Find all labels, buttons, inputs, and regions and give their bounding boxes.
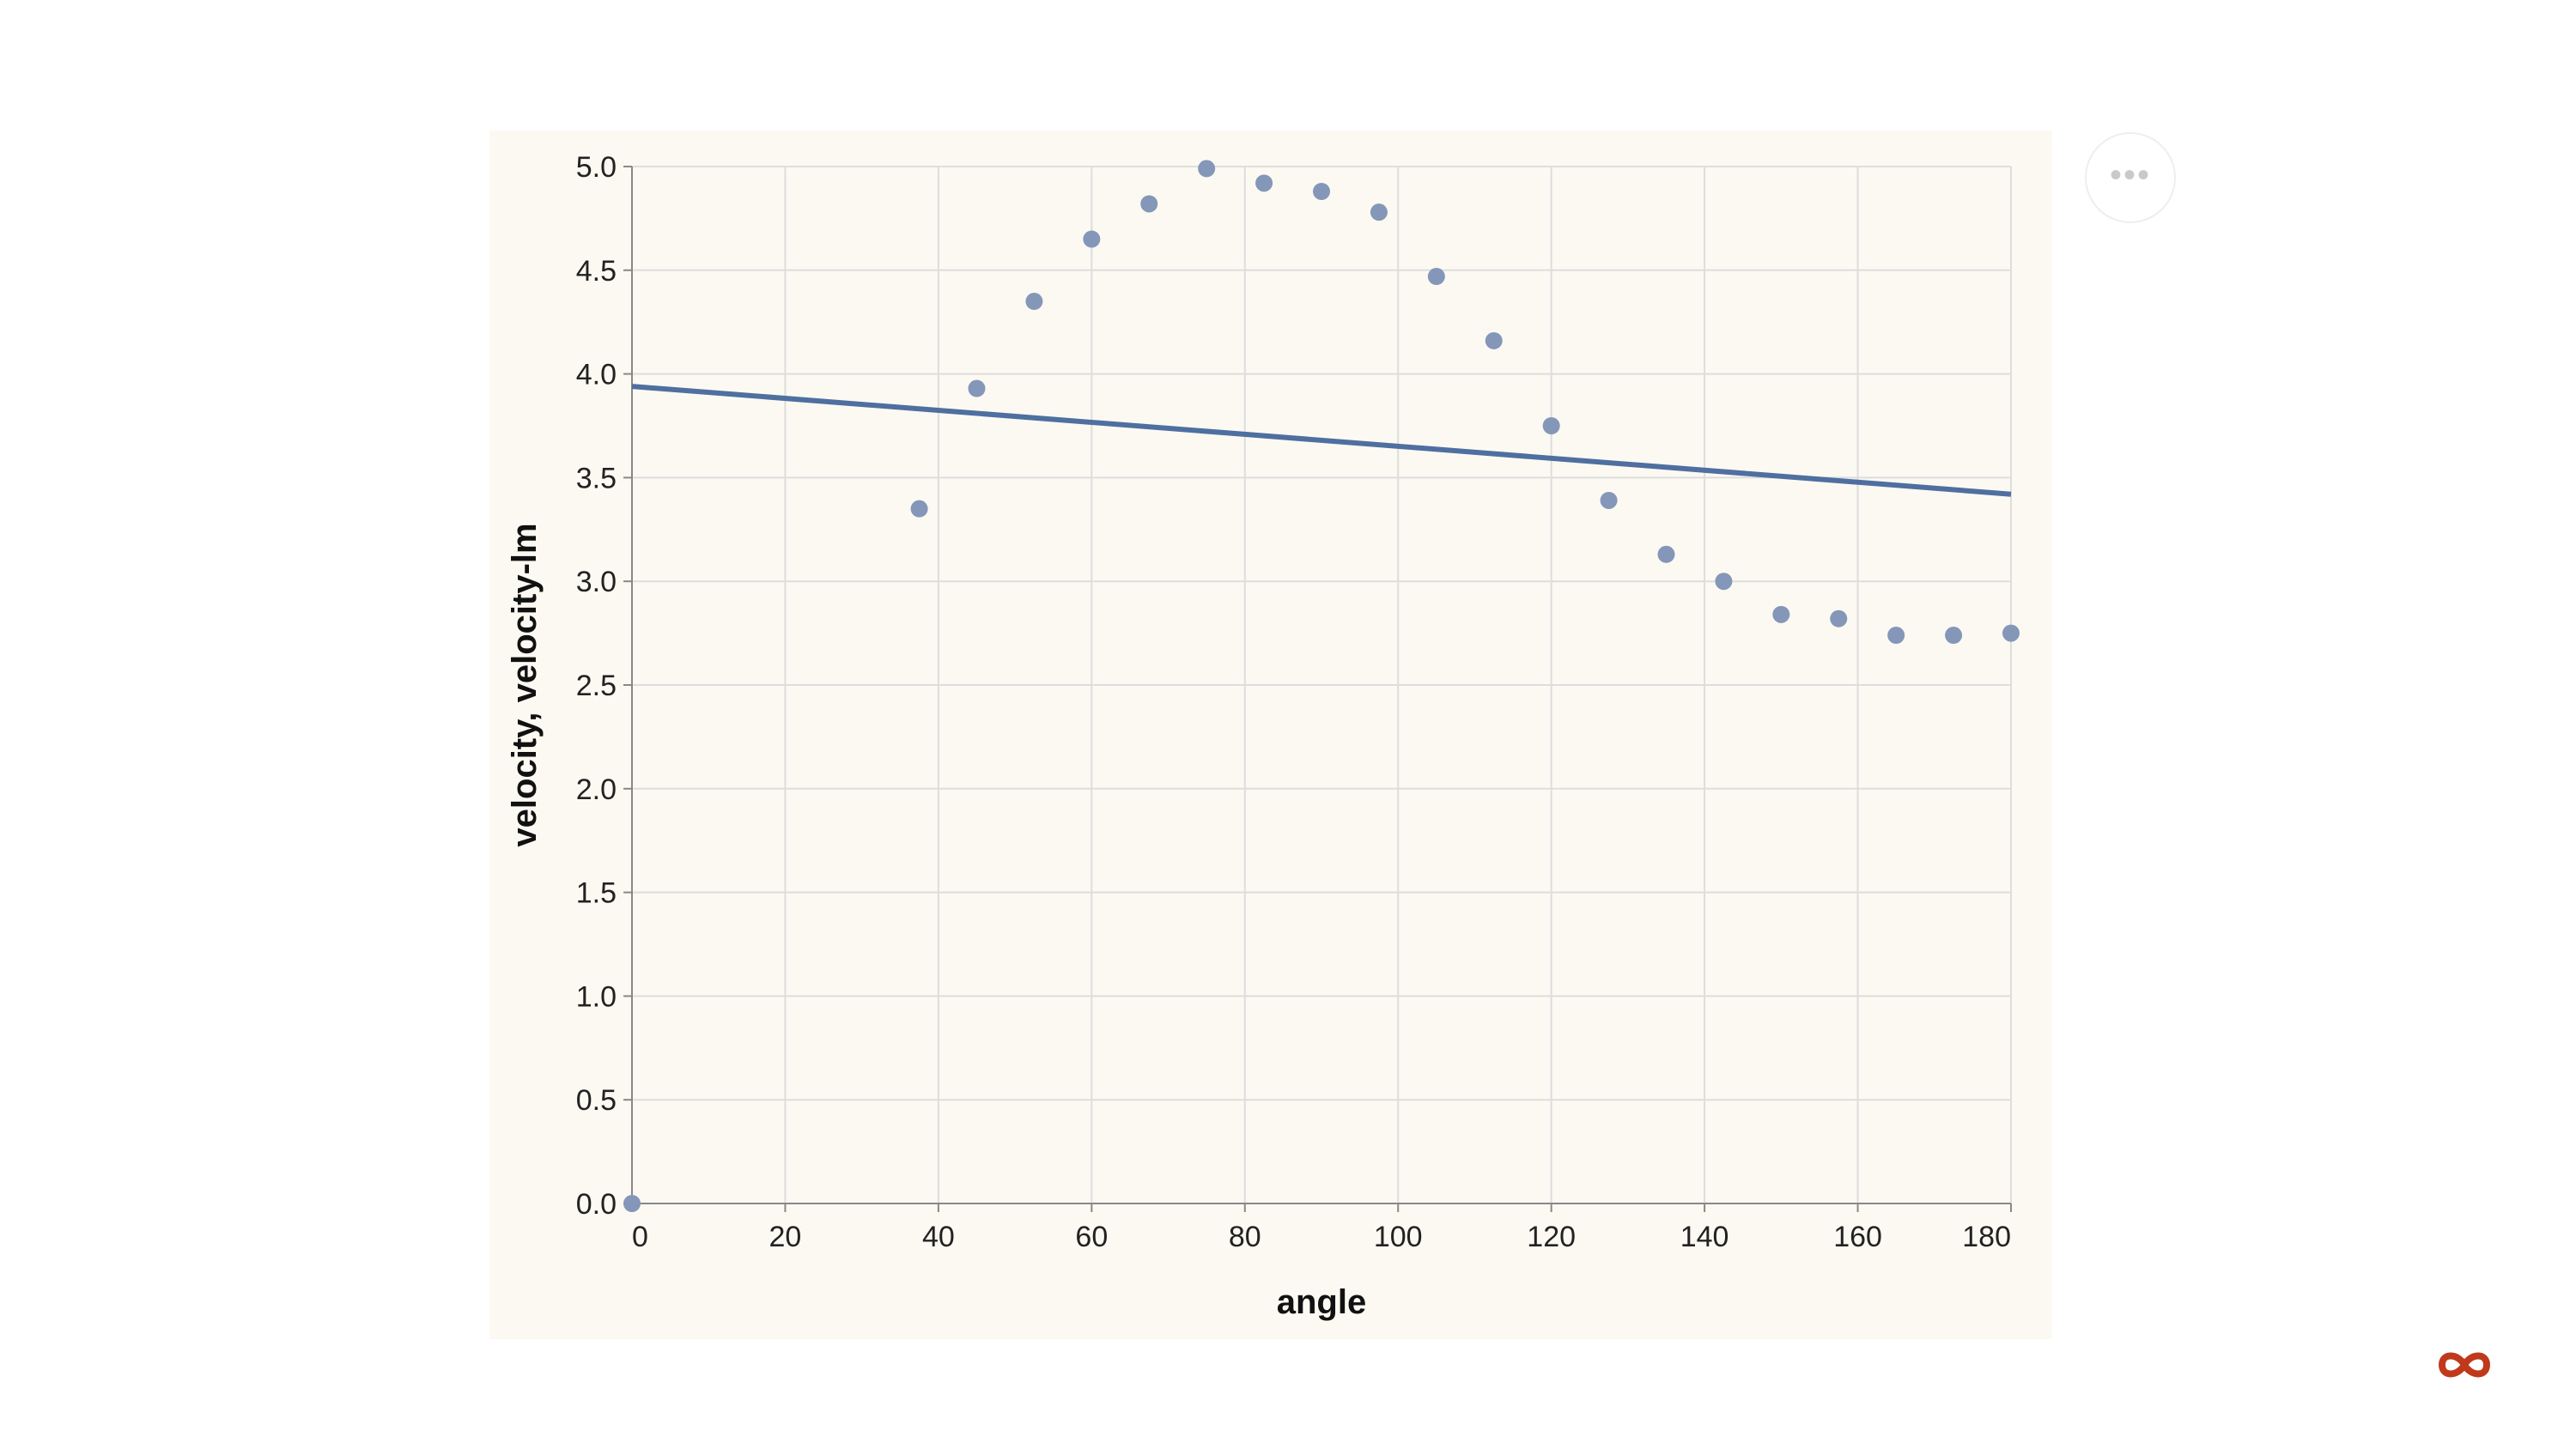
- scatter-point: [968, 379, 986, 397]
- y-tick-label: 5.0: [576, 151, 617, 184]
- scatter-point: [2002, 624, 2020, 642]
- scatter-point: [1772, 605, 1790, 623]
- x-tick-label: 100: [1374, 1221, 1423, 1253]
- x-tick-label: 140: [1680, 1221, 1729, 1253]
- chart-marks: [623, 160, 2020, 1212]
- scatter-point: [910, 500, 928, 518]
- y-tick-label: 3.5: [576, 462, 617, 494]
- x-tick-label: 40: [922, 1221, 955, 1253]
- scatter-point: [1887, 627, 1905, 645]
- y-tick-label: 1.5: [576, 877, 617, 910]
- regression-line: [631, 384, 2012, 497]
- x-tick-label: 20: [769, 1221, 802, 1253]
- x-axis-title: angle: [1277, 1283, 1366, 1321]
- y-tick-label: 2.5: [576, 670, 617, 702]
- scatter-chart: 0 20 40 60 80 100 120 140 160 180 0.0 0.5 1.0 1.5 2.0 2…: [506, 151, 2020, 1321]
- x-tick-label: 160: [1833, 1221, 1882, 1253]
- x-tick-label: 120: [1527, 1221, 1576, 1253]
- scatter-point: [1370, 203, 1388, 221]
- x-tick-label: 60: [1075, 1221, 1108, 1253]
- scatter-point: [1600, 491, 1618, 509]
- y-tick-label: 4.0: [576, 359, 617, 391]
- y-tick-label: 0.0: [576, 1188, 617, 1221]
- more-horizontal-icon: •••: [2109, 156, 2151, 194]
- y-axis-title: velocity, velocity-lm: [506, 523, 544, 846]
- x-tick-label: 180: [1962, 1221, 2011, 1253]
- scatter-point: [1140, 195, 1158, 213]
- x-tick-label: 0: [632, 1221, 648, 1253]
- scatter-point: [1198, 160, 1216, 178]
- grid: [631, 166, 2012, 1204]
- scatter-point: [1715, 573, 1733, 591]
- y-tick-label: 1.0: [576, 980, 617, 1013]
- scatter-point: [1427, 268, 1445, 286]
- scatter-point: [1313, 182, 1330, 200]
- scatter-point: [1485, 331, 1503, 349]
- axes: 0 20 40 60 80 100 120 140 160 180 0.0 0.5 1.0 1.5 2.0 2…: [576, 151, 2012, 1253]
- scatter-point: [1830, 609, 1848, 627]
- scatter-point: [1542, 417, 1560, 434]
- x-tick-label: 80: [1229, 1221, 1261, 1253]
- y-tick-label: 4.5: [576, 255, 617, 288]
- y-tick-label: 2.0: [576, 773, 617, 806]
- y-tick-label: 3.0: [576, 566, 617, 598]
- infinity-logo-icon: [2438, 1352, 2491, 1378]
- chart-actions-button[interactable]: •••: [2085, 132, 2176, 223]
- scatter-point: [1255, 174, 1273, 192]
- y-tick-label: 0.5: [576, 1084, 617, 1117]
- scatter-point: [623, 1195, 641, 1212]
- scatter-point: [1083, 230, 1101, 248]
- scatter-point: [1025, 293, 1043, 311]
- scatter-point: [1657, 545, 1675, 563]
- chart-panel: 0 20 40 60 80 100 120 140 160 180 0.0 0.5 1.0 1.5 2.0 2…: [489, 130, 2052, 1339]
- scatter-point: [1945, 627, 1963, 645]
